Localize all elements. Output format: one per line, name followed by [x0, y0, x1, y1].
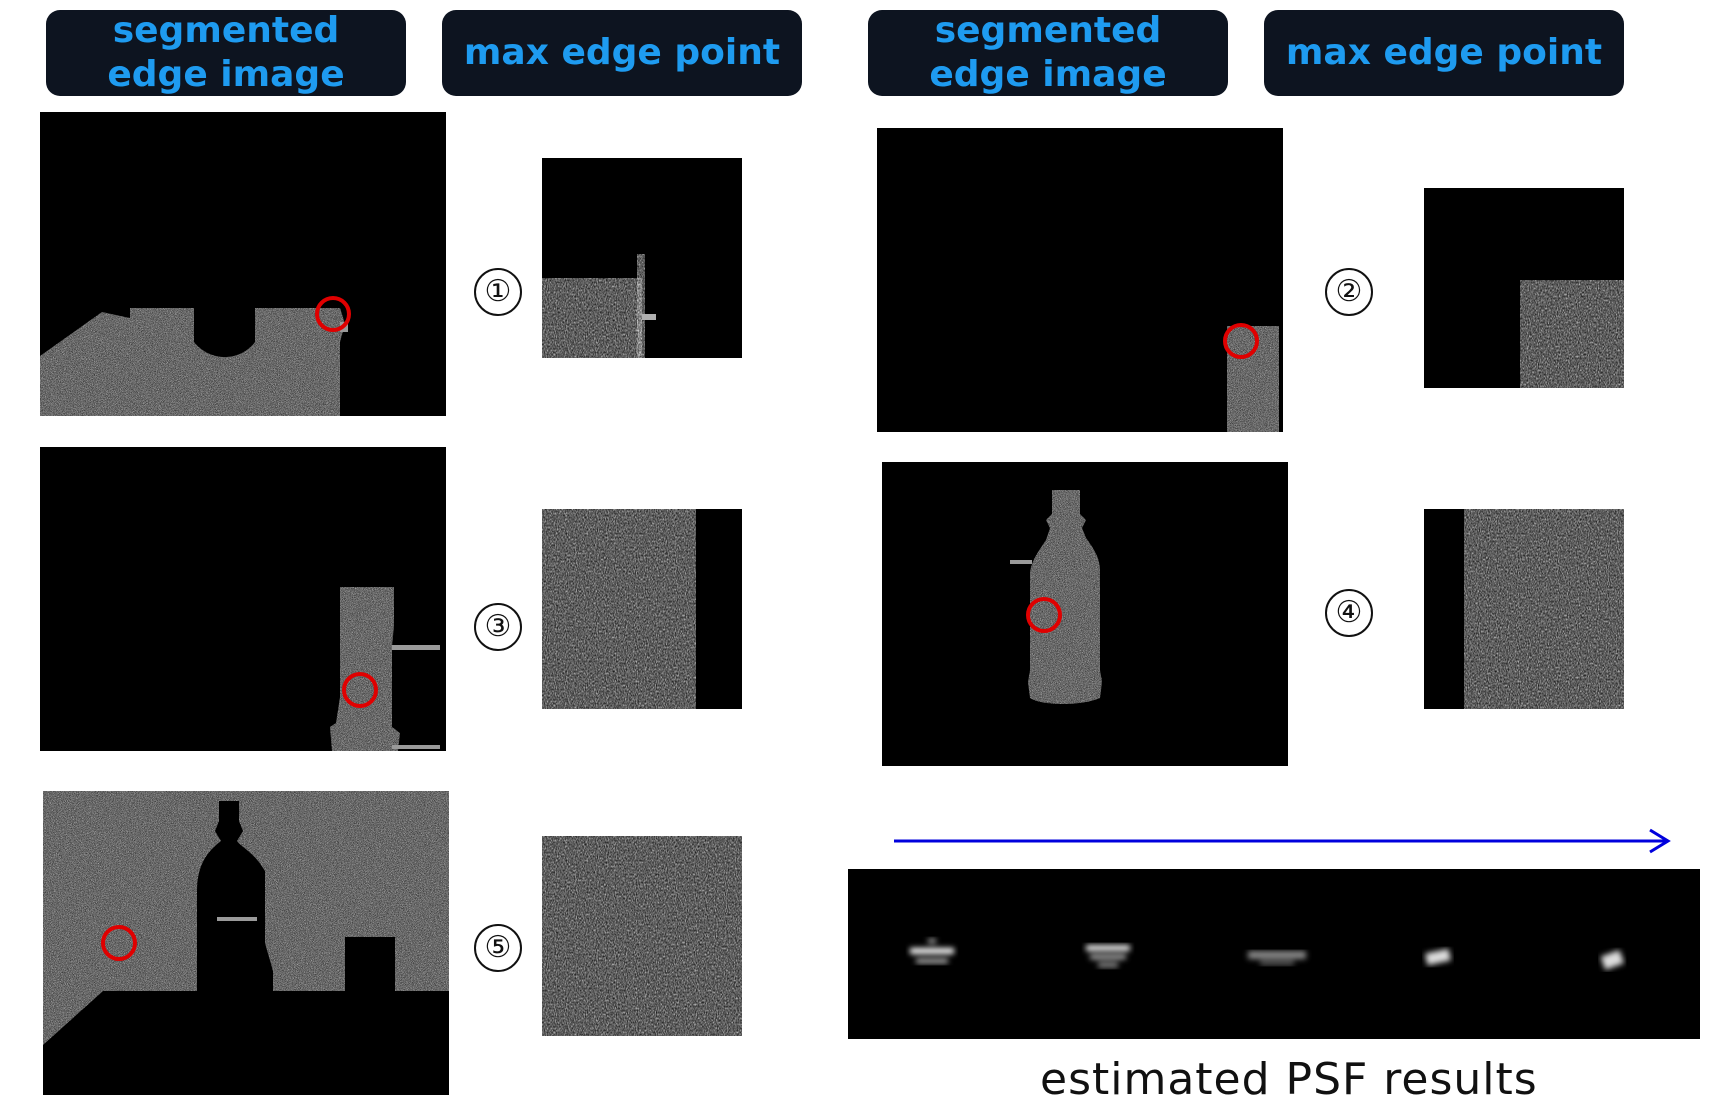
- psf-kernel-2: [1086, 945, 1130, 967]
- header-segmented-edge-left: segmented edge image: [46, 10, 406, 96]
- header-max-edge-right: max edge point: [1264, 10, 1624, 96]
- psf-caption: estimated PSF results: [1040, 1054, 1538, 1105]
- progression-arrow: [894, 828, 1671, 854]
- max-edge-crop-2: [1424, 188, 1624, 388]
- marker-5: ⑤: [474, 924, 522, 972]
- header-label: max edge point: [1285, 32, 1603, 73]
- edge-marker-circle: [342, 672, 378, 708]
- segmented-image-4: [882, 462, 1288, 766]
- segmented-image-5: [43, 791, 449, 1095]
- edge-marker-circle: [315, 296, 351, 332]
- max-edge-crop-1: [542, 158, 742, 358]
- marker-4: ④: [1325, 589, 1373, 637]
- max-edge-crop-5: [542, 836, 742, 1036]
- psf-kernel-1: [910, 939, 954, 963]
- header-max-edge-left: max edge point: [442, 10, 802, 96]
- header-label: max edge point: [463, 32, 781, 73]
- psf-kernel-5: [1600, 949, 1625, 970]
- edge-marker-circle: [1026, 597, 1062, 633]
- psf-kernel-4: [1425, 948, 1451, 966]
- segmented-image-3: [40, 447, 446, 751]
- edge-marker-circle: [101, 925, 137, 961]
- header-label: segmented edge image: [107, 10, 345, 95]
- segmented-image-1: [40, 112, 446, 416]
- segmented-image-2: [877, 128, 1283, 432]
- edge-marker-circle: [1223, 323, 1259, 359]
- max-edge-crop-4: [1424, 509, 1624, 709]
- marker-1: ①: [474, 268, 522, 316]
- header-label: segmented edge image: [929, 10, 1167, 95]
- max-edge-crop-3: [542, 509, 742, 709]
- marker-2: ②: [1325, 268, 1373, 316]
- psf-kernel-3: [1248, 951, 1306, 965]
- marker-3: ③: [474, 603, 522, 651]
- psf-results-strip: [848, 869, 1700, 1039]
- header-segmented-edge-right: segmented edge image: [868, 10, 1228, 96]
